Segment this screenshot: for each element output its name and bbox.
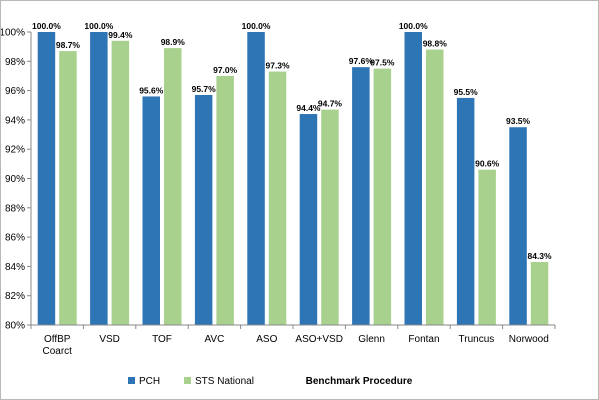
data-label: 93.5% xyxy=(506,116,531,126)
bar-sts-national xyxy=(373,68,392,325)
data-label: 98.8% xyxy=(423,39,448,49)
bar-pch xyxy=(194,94,213,326)
data-label: 100.0% xyxy=(32,21,61,31)
x-category-label: Fontan xyxy=(408,334,439,345)
data-label: 100.0% xyxy=(242,21,271,31)
bar-sts-national xyxy=(478,169,496,325)
legend-swatch-sts-national xyxy=(184,377,191,384)
bar-sts-national xyxy=(164,48,182,326)
x-category-label: Truncus xyxy=(459,334,495,345)
bar-pch xyxy=(509,127,527,325)
y-tick-label: 84% xyxy=(5,262,25,273)
data-label: 100.0% xyxy=(399,21,428,31)
x-category-label: ASO xyxy=(256,334,277,345)
bars: 100.0%98.7%100.0%99.4%95.6%98.9%95.7%97.… xyxy=(32,21,552,326)
data-label: 99.4% xyxy=(108,30,133,40)
y-tick-label: 86% xyxy=(5,233,25,244)
legend: PCH STS National xyxy=(128,376,254,387)
bar-sts-national xyxy=(530,262,549,325)
y-tick-label: 98% xyxy=(5,57,25,68)
legend-label-pch: PCH xyxy=(139,376,160,387)
y-tick-label: 94% xyxy=(5,115,25,126)
legend-label-sts-national: STS National xyxy=(195,376,254,387)
data-label: 100.0% xyxy=(84,21,113,31)
x-category-label: Norwood xyxy=(509,334,549,345)
x-axis-title: Benchmark Procedure xyxy=(306,376,413,387)
data-label: 90.6% xyxy=(475,159,500,169)
bar-sts-national xyxy=(216,75,234,325)
y-tick-label: 90% xyxy=(5,174,25,185)
data-label: 95.7% xyxy=(192,84,217,94)
y-tick-label: 80% xyxy=(5,321,25,332)
x-category-label: AVC xyxy=(204,334,224,345)
bar-pch xyxy=(90,32,108,325)
data-label: 84.3% xyxy=(527,251,552,261)
bar-pch xyxy=(404,32,422,325)
bar-sts-national xyxy=(111,40,130,325)
y-tick-label: 96% xyxy=(5,86,25,97)
bar-sts-national xyxy=(321,109,339,326)
data-label: 94.4% xyxy=(296,103,321,113)
x-category-label: OffBP xyxy=(44,334,71,345)
x-category-label: Coarct xyxy=(42,346,72,357)
y-tick-label: 82% xyxy=(5,291,25,302)
bar-pch xyxy=(299,114,318,325)
data-label: 94.7% xyxy=(318,99,343,109)
y-tick-label: 88% xyxy=(5,203,25,214)
data-label: 97.3% xyxy=(265,61,290,71)
bar-pch xyxy=(142,96,160,326)
x-category-label: TOF xyxy=(152,334,172,345)
data-label: 97.6% xyxy=(349,56,374,66)
data-label: 98.7% xyxy=(56,40,81,50)
x-category-label: VSD xyxy=(99,334,120,345)
data-label: 97.5% xyxy=(370,58,395,68)
legend-swatch-pch xyxy=(128,377,135,384)
bar-pch xyxy=(456,97,475,325)
bar-sts-national xyxy=(426,49,444,325)
y-tick-label: 100% xyxy=(1,28,25,39)
bar-pch xyxy=(247,32,265,325)
data-label: 97.0% xyxy=(213,65,238,75)
bar-pch xyxy=(37,32,56,325)
x-category-label: Glenn xyxy=(358,334,385,345)
x-category-label: ASO+VSD xyxy=(295,334,343,345)
bar-pch xyxy=(352,67,370,325)
data-label: 98.9% xyxy=(161,37,186,47)
data-label: 95.6% xyxy=(139,85,164,95)
y-tick-label: 92% xyxy=(5,145,25,156)
y-axis: 80% 82% 84% 86% 88% 90% 92% 94% 96% 98% 100% xyxy=(1,28,32,332)
bar-sts-national xyxy=(59,51,77,326)
data-label: 95.5% xyxy=(454,87,479,97)
bar-sts-national xyxy=(268,71,287,326)
